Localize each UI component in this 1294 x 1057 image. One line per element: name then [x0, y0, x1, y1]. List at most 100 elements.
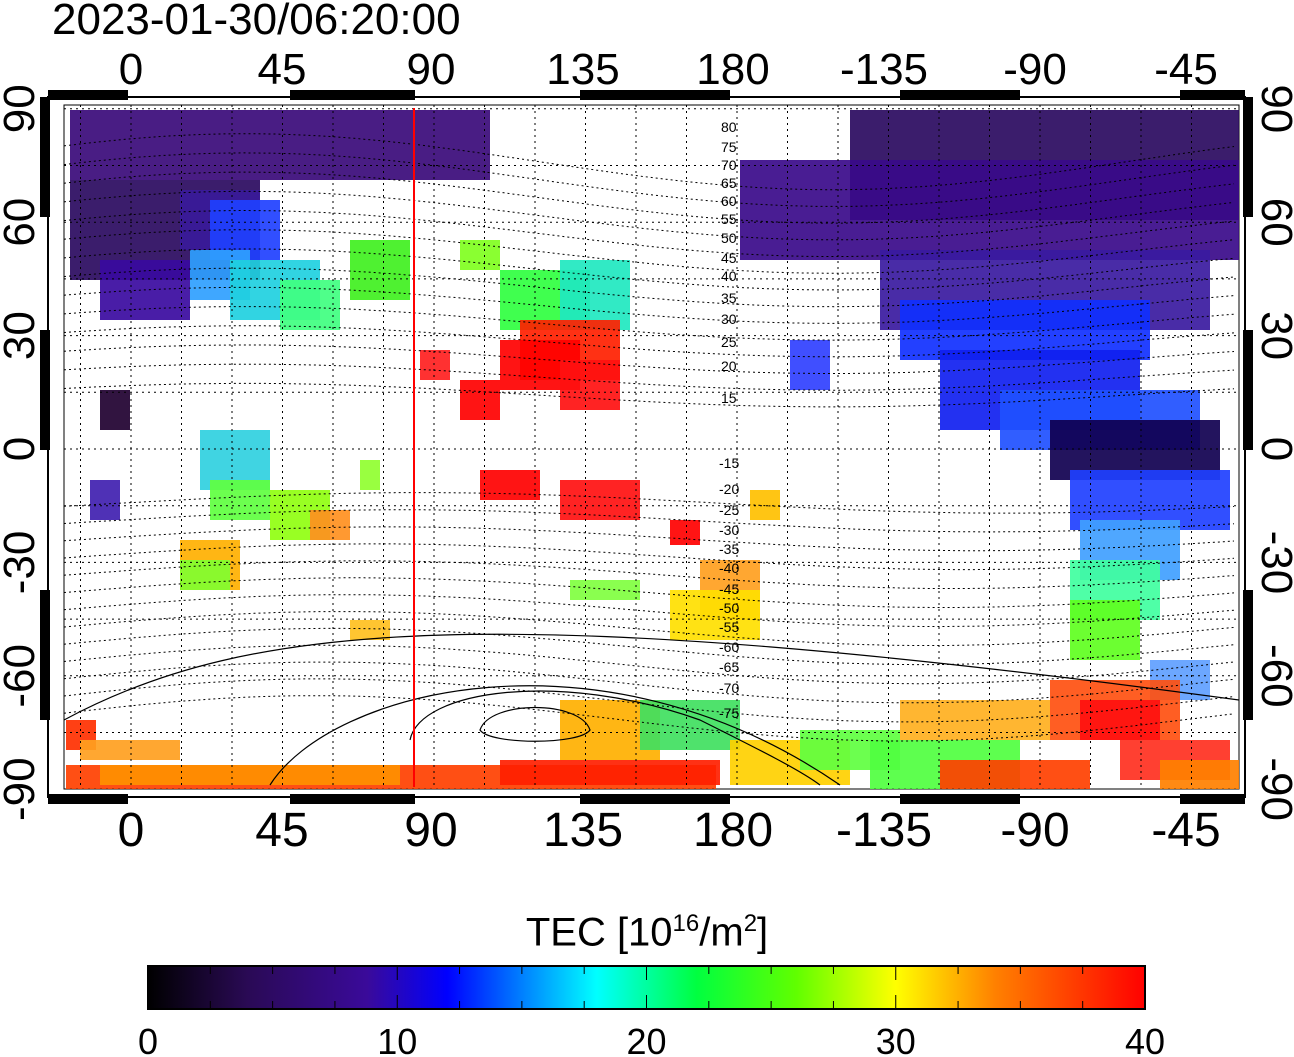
tec-patch: [100, 390, 130, 430]
tec-patch: [480, 470, 540, 500]
left-lat-label: -90: [0, 757, 44, 821]
left-lat-label: -60: [0, 644, 44, 708]
polar-contour: [64, 633, 1239, 721]
tec-patch: [180, 560, 230, 590]
bottom-lon-label: 45: [255, 804, 308, 857]
contour-label: 75: [721, 139, 737, 155]
polar-contour: [479, 707, 591, 742]
tec-patch: [670, 520, 700, 545]
contour-label: -15: [719, 455, 739, 471]
maglat-contour: [64, 577, 1235, 608]
tec-patch: [310, 510, 350, 540]
magnetic-latitude-contours: [64, 133, 1239, 786]
right-lat-label: -30: [1252, 531, 1294, 595]
tec-patch: [670, 590, 760, 640]
left-lat-label: 0: [0, 437, 44, 461]
frame-bar: [900, 794, 1020, 804]
contour-label: 35: [721, 290, 737, 306]
frame-bar: [1180, 794, 1245, 804]
contour-label: -40: [719, 560, 739, 576]
frame-bar: [40, 330, 50, 450]
maglat-contour: [64, 267, 1235, 308]
frame-bar: [1243, 590, 1253, 720]
tec-patch: [560, 480, 640, 520]
maglat-contour: [64, 594, 1235, 627]
frame-bar: [1243, 97, 1253, 217]
tec-patch: [350, 620, 390, 640]
maglat-contour: [64, 382, 1235, 408]
maglat-contour: [64, 661, 1235, 704]
frame-bar: [900, 90, 1020, 100]
top-lon-label: 90: [407, 45, 456, 94]
contour-label: 70: [721, 157, 737, 173]
bottom-lon-label: 135: [543, 804, 623, 857]
contour-label: -35: [719, 541, 739, 557]
bottom-lon-label: 0: [118, 804, 145, 857]
maglat-contour: [64, 509, 1235, 533]
left-lat-label: 90: [0, 84, 44, 133]
contour-label: 30: [721, 311, 737, 327]
maglat-contour: [64, 492, 1235, 514]
contour-label: 50: [721, 230, 737, 246]
contour-label: -20: [719, 481, 739, 497]
top-lon-label: 180: [696, 45, 769, 94]
maglat-contour: [64, 344, 1235, 374]
contour-label: -60: [719, 639, 739, 655]
contour-label: -25: [719, 502, 739, 518]
tec-patch: [70, 110, 490, 180]
tec-patch: [900, 700, 1050, 740]
right-latitude-labels: 90 60 30 0 -30 -60 -90: [1252, 84, 1294, 821]
top-lon-label: 0: [119, 45, 143, 94]
tec-patch: [90, 480, 120, 520]
maglat-contour: [64, 209, 1235, 257]
left-lat-label: 60: [0, 198, 44, 247]
frame-bar: [580, 794, 730, 804]
maglat-contour: [64, 171, 1235, 224]
bottom-lon-label: -90: [1000, 804, 1069, 857]
tec-patch: [420, 350, 450, 380]
tec-patch: [640, 700, 740, 750]
contour-label: -30: [719, 522, 739, 538]
maglat-contour: [64, 644, 1235, 685]
tec-patch: [560, 360, 620, 410]
bottom-longitude-labels: 0 45 90 135 180 -135 -90 -45: [118, 804, 1221, 857]
right-lat-label: 30: [1252, 311, 1294, 360]
left-latitude-labels: 90 60 30 0 -30 -60 -90: [0, 84, 44, 821]
right-lat-label: -90: [1252, 757, 1294, 821]
top-lon-label: -45: [1154, 45, 1218, 94]
tec-patch: [500, 760, 720, 785]
graticule: [64, 105, 1239, 789]
top-longitude-labels: 0 45 90 135 180 -135 -90 -45: [119, 45, 1218, 94]
bottom-lon-label: 180: [693, 804, 773, 857]
maglat-contour: [64, 248, 1235, 291]
colorbar-tick-label: 10: [377, 1021, 417, 1057]
contour-label: -65: [719, 659, 739, 675]
colorbar-title: TEC [1016/m2]: [525, 910, 769, 955]
colorbar-tick-label: 0: [138, 1021, 158, 1057]
polar-contour: [269, 685, 841, 786]
right-lat-label: -60: [1252, 644, 1294, 708]
frame-bar: [48, 794, 128, 804]
maglat-contour: [64, 526, 1235, 552]
left-lat-label: -30: [0, 531, 44, 595]
left-lat-label: 30: [0, 311, 44, 360]
contour-labels: 80 75 70 65 60 55 50 45 40 35 30 25 20 15 -15 -20 -25 -30…: [719, 119, 739, 721]
contour-label: 45: [721, 250, 737, 266]
top-lon-label: -90: [1003, 45, 1067, 94]
contour-label: 40: [721, 268, 737, 284]
tec-patch: [100, 765, 400, 785]
frame-bar: [290, 90, 415, 100]
colorbar-tick-label: 30: [876, 1021, 916, 1057]
tec-patch: [1080, 700, 1160, 740]
tec-data-layer: [66, 110, 1239, 789]
contour-label: -55: [719, 619, 739, 635]
tec-patch: [570, 580, 640, 600]
right-lat-label: 90: [1252, 84, 1294, 133]
contour-label: 25: [721, 334, 737, 350]
frame-bar: [40, 97, 50, 217]
tec-patch: [1160, 760, 1239, 789]
contour-label: -70: [719, 680, 739, 696]
bottom-lon-label: -45: [1151, 804, 1220, 857]
colorbar-tick-labels: 0 10 20 30 40: [138, 1021, 1165, 1057]
